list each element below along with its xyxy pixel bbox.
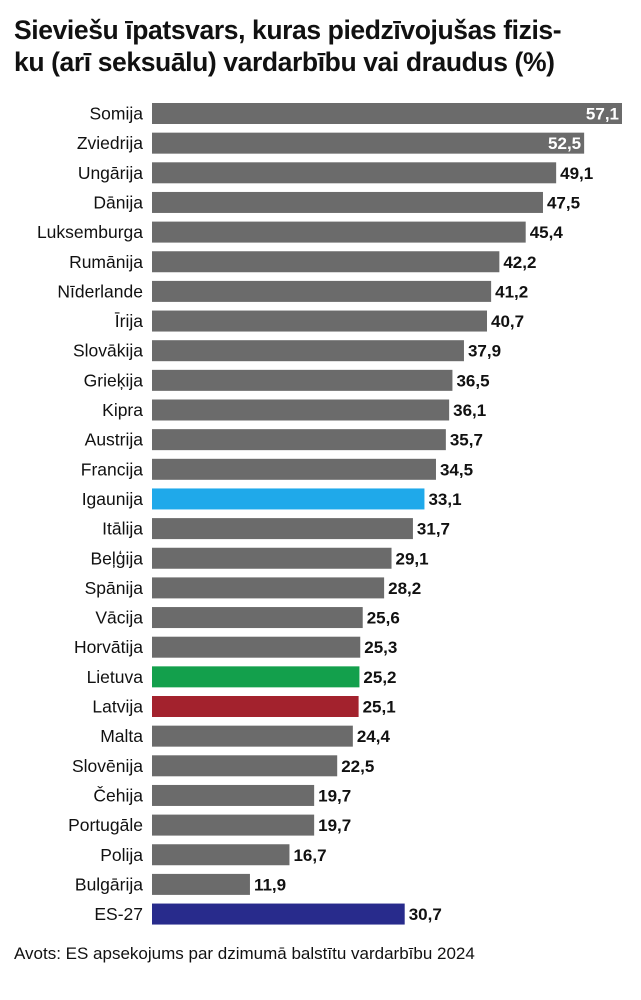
- category-label-kipra: Kipra: [102, 400, 143, 420]
- category-label-ungarija: Ungārija: [78, 163, 143, 183]
- value-label-es-27: 30,7: [409, 905, 442, 924]
- value-label-bulgarija: 11,9: [254, 875, 286, 894]
- bar-horvatija: [152, 636, 361, 658]
- category-label-cehija: Čehija: [93, 784, 143, 805]
- category-label-belgija: Beļģija: [90, 548, 143, 568]
- category-label-somija: Somija: [90, 104, 144, 124]
- value-label-francija: 34,5: [440, 460, 473, 479]
- bar-zviedrija: [152, 132, 585, 154]
- category-label-polija: Polija: [100, 845, 143, 865]
- value-label-somija: 57,1: [586, 105, 619, 124]
- value-label-horvatija: 25,3: [364, 638, 397, 657]
- category-label-igaunija: Igaunija: [82, 489, 144, 509]
- bar-rumanija: [152, 251, 500, 273]
- value-label-igaunija: 33,1: [428, 490, 461, 509]
- bar-kipra: [152, 399, 450, 421]
- category-label-danija: Dānija: [93, 192, 143, 212]
- category-label-luksemburga: Luksemburga: [37, 222, 143, 242]
- bar-malta: [152, 725, 353, 747]
- category-label-slovakija: Slovākija: [73, 341, 143, 361]
- value-label-italija: 31,7: [417, 520, 450, 539]
- value-label-austrija: 35,7: [450, 431, 483, 450]
- value-label-griekija: 36,5: [456, 371, 489, 390]
- category-label-zviedrija: Zviedrija: [77, 133, 143, 153]
- category-label-niderlande: Nīderlande: [57, 281, 143, 301]
- value-label-slovenija: 22,5: [341, 757, 374, 776]
- chart-title-line-1: Sieviešu īpatsvars, kuras piedzīvojušas …: [14, 15, 562, 45]
- bar-ungarija: [152, 162, 557, 184]
- category-label-lietuva: Lietuva: [87, 667, 144, 687]
- category-label-italija: Itālija: [102, 519, 143, 539]
- category-label-griekija: Grieķija: [84, 370, 144, 390]
- category-label-francija: Francija: [81, 459, 144, 479]
- bar-irija: [152, 310, 488, 332]
- chart-title: Sieviešu īpatsvars, kuras piedzīvojušas …: [14, 14, 629, 78]
- bar-spanija: [152, 577, 385, 599]
- bar-lietuva: [152, 666, 360, 688]
- bar-griekija: [152, 369, 453, 391]
- category-label-es-27: ES-27: [94, 904, 143, 924]
- bar-igaunija: [152, 488, 425, 510]
- value-label-malta: 24,4: [357, 727, 391, 746]
- value-label-spanija: 28,2: [388, 579, 421, 598]
- chart-title-line-2: ku (arī seksuālu) vardarbību vai draudus…: [14, 47, 555, 77]
- bar-chart: Somija 57,1 Zviedrija 52,5 Ungārija 49,1 Dānij…: [37, 103, 622, 925]
- bar-danija: [152, 191, 543, 213]
- bar-slovakija: [152, 340, 464, 362]
- bar-italija: [152, 518, 413, 540]
- bar-cehija: [152, 784, 315, 806]
- category-label-austrija: Austrija: [85, 430, 144, 450]
- category-label-horvatija: Horvātija: [74, 637, 143, 657]
- bar-bulgarija: [152, 873, 250, 895]
- value-label-rumanija: 42,2: [503, 253, 536, 272]
- category-label-vacija: Vācija: [95, 608, 143, 628]
- value-label-niderlande: 41,2: [495, 282, 528, 301]
- value-label-portugale: 19,7: [318, 816, 351, 835]
- category-label-irija: Īrija: [115, 311, 143, 331]
- bar-polija: [152, 844, 290, 866]
- value-label-slovakija: 37,9: [468, 342, 501, 361]
- bar-francija: [152, 458, 436, 480]
- bar-vacija: [152, 607, 363, 629]
- value-label-ungarija: 49,1: [560, 164, 593, 183]
- value-label-cehija: 19,7: [318, 786, 351, 805]
- bar-luksemburga: [152, 221, 526, 243]
- source-note: Avots: ES apsekojums par dzimumā balstīt…: [14, 944, 475, 963]
- value-label-kipra: 36,1: [453, 401, 486, 420]
- value-label-lietuva: 25,2: [363, 668, 396, 687]
- bar-belgija: [152, 547, 392, 569]
- category-label-spanija: Spānija: [85, 578, 144, 598]
- category-label-slovenija: Slovēnija: [72, 756, 143, 776]
- value-label-latvija: 25,1: [363, 698, 396, 717]
- value-label-polija: 16,7: [293, 846, 326, 865]
- bar-austrija: [152, 429, 446, 451]
- value-label-belgija: 29,1: [396, 549, 429, 568]
- bar-es-27: [152, 903, 405, 925]
- value-label-irija: 40,7: [491, 312, 524, 331]
- bar-niderlande: [152, 280, 492, 302]
- category-label-portugale: Portugāle: [68, 815, 143, 835]
- category-label-bulgarija: Bulgārija: [75, 874, 143, 894]
- category-label-malta: Malta: [100, 726, 143, 746]
- value-label-danija: 47,5: [547, 193, 580, 212]
- category-label-rumanija: Rumānija: [69, 252, 143, 272]
- value-label-zviedrija: 52,5: [548, 134, 581, 153]
- value-label-luksemburga: 45,4: [530, 223, 564, 242]
- bar-portugale: [152, 814, 315, 836]
- category-label-latvija: Latvija: [92, 697, 143, 717]
- value-label-vacija: 25,6: [367, 609, 400, 628]
- bar-latvija: [152, 696, 359, 717]
- bar-somija: [152, 103, 622, 124]
- bar-slovenija: [152, 755, 338, 777]
